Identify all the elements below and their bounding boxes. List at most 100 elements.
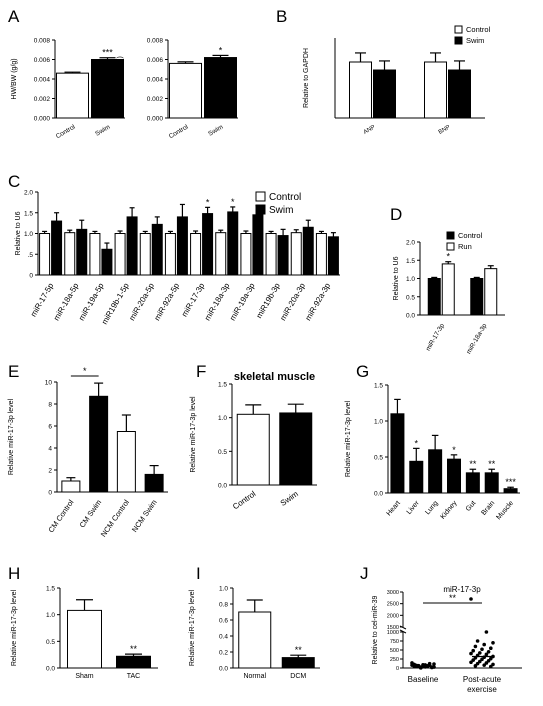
significance-marker: *	[219, 45, 223, 55]
y-tick-label: 2	[48, 468, 52, 475]
data-point	[482, 642, 487, 647]
bar	[240, 233, 252, 276]
y-tick-label: 0	[396, 666, 399, 672]
x-tick-label: miR-18a-5p	[52, 281, 81, 322]
significance-marker: **	[130, 644, 138, 654]
data-point	[489, 656, 493, 661]
data-point	[419, 666, 423, 670]
panel-letter-d: D	[390, 205, 402, 224]
bar	[190, 233, 202, 276]
y-tick-label: 1.0	[218, 415, 227, 422]
bar	[315, 233, 327, 276]
data-point	[473, 664, 478, 668]
significance-marker: *	[452, 445, 456, 455]
bar	[51, 220, 63, 276]
x-tick-label: Lung	[424, 500, 439, 517]
data-point	[475, 639, 480, 643]
bar	[64, 232, 76, 276]
chart-panel-b: Relative to GAPDH ANP BNP Control Swim	[303, 25, 491, 136]
x-tick-label: BNP	[438, 125, 452, 136]
legend-label: Swim	[466, 36, 484, 45]
y-tick-label: 0	[48, 490, 52, 497]
y-tick-label: 0.8	[219, 602, 228, 609]
y-tick-label: 750	[390, 639, 399, 645]
bar	[279, 412, 313, 486]
legend-swatch	[255, 204, 266, 215]
bar	[349, 61, 372, 119]
bar	[56, 72, 89, 119]
data-point	[491, 654, 495, 659]
data-point	[489, 646, 493, 650]
data-point	[478, 659, 482, 664]
x-tick-label: Swim	[207, 124, 224, 138]
legend-label: Swim	[269, 205, 293, 216]
y-tick-label: 1.5	[218, 382, 227, 389]
x-tick-label: TAC	[127, 673, 140, 680]
y-tick-label: 8	[48, 402, 52, 409]
data-point	[471, 658, 476, 662]
y-tick-label: 0.5	[406, 294, 415, 301]
y-axis-label: Relative miR-17-3p level	[8, 398, 15, 475]
y-tick-label: 0.000	[147, 116, 164, 123]
chart-panel-h: 0.0 0.5 1.0 1.5 Relative miR-17-3p level Sham…	[11, 586, 158, 680]
y-axis-label: Relative miR-17-3p level	[345, 400, 352, 477]
x-tick-label: DCM	[290, 673, 306, 680]
y-tick-label: 0.6	[219, 618, 228, 625]
bar	[61, 480, 81, 493]
bar	[39, 233, 51, 276]
y-tick-label: 0.006	[147, 57, 164, 64]
y-tick-label: 1.0	[406, 276, 415, 283]
significance-marker: *	[206, 197, 210, 207]
bar	[238, 611, 272, 669]
x-tick-label: Normal	[243, 673, 266, 680]
x-tick-label: miR-18a-3p	[465, 322, 488, 355]
bar	[281, 657, 315, 669]
legend-label: Control	[269, 192, 301, 203]
bar	[67, 609, 102, 669]
y-tick-label: 0.002	[147, 96, 164, 103]
y-tick-label: 1.0	[24, 231, 33, 238]
bar	[470, 278, 484, 316]
bar	[327, 236, 339, 276]
bar	[202, 213, 214, 276]
bar	[409, 460, 424, 494]
x-tick-label: Post-acute	[463, 675, 502, 684]
y-tick-label: 0.0	[218, 483, 227, 490]
bar	[265, 233, 277, 276]
y-tick-label: 2500	[387, 602, 399, 608]
y-tick-label: 0.5	[218, 449, 227, 456]
data-point	[484, 661, 489, 665]
bar	[252, 214, 264, 276]
significance-marker: **	[488, 459, 496, 469]
x-tick-label: CM Control	[46, 498, 75, 535]
y-tick-label: 0.2	[219, 650, 228, 657]
legend-swatch	[454, 25, 463, 34]
data-point	[491, 662, 495, 667]
x-tick-label: Swim	[94, 124, 111, 138]
data-point	[469, 651, 473, 656]
x-tick-label: miR-92a-5p	[152, 281, 181, 322]
data-point	[469, 597, 473, 601]
y-tick-label: 1.5	[406, 258, 415, 265]
y-tick-label: .5	[28, 252, 34, 259]
bar	[176, 216, 188, 276]
x-tick-label: Kidney	[439, 499, 458, 520]
y-tick-label: 1.5	[24, 210, 33, 217]
x-tick-label: miR-92a-3p	[303, 281, 332, 322]
y-axis-label: Relative to cel-miR-39	[372, 595, 379, 664]
x-tick-label: Liver	[406, 499, 422, 516]
data-point	[471, 648, 476, 653]
y-tick-label: 0.000	[34, 116, 51, 123]
y-axis-label: Relative miR-17-3p level	[190, 396, 197, 473]
x-tick-label: Brain	[480, 500, 496, 517]
y-tick-label: 10	[45, 380, 53, 387]
chart-panel-g: 0.0 0.5 1.0 1.5 Relative miR-17-3p level Hear…	[345, 383, 520, 521]
y-tick-label: 4	[48, 446, 52, 453]
panel-letter-c: C	[8, 172, 20, 191]
bar	[139, 233, 151, 276]
significance-marker: ***	[102, 48, 113, 58]
